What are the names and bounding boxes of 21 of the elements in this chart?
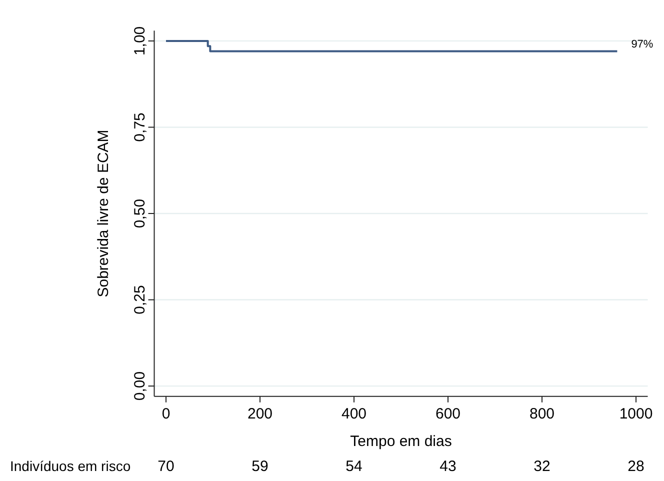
x-tick-label: 1000 [619,405,653,422]
text: 54 [346,458,362,475]
y-tick-label: 0,50 [131,198,148,228]
y-tick-label: 0,00 [131,371,148,401]
text: 43 [440,458,456,475]
x-tick-label: 600 [435,405,461,422]
y-axis-title: Sobrevida livre de ECAM [95,130,112,298]
text: Indivíduos em risco [10,458,131,474]
x-tick-label: 0 [162,405,170,422]
y-tick-label: 0,25 [131,285,148,314]
text: 70 [158,458,174,475]
text: 32 [534,458,550,475]
x-tick-label: 800 [529,405,555,422]
text: 28 [628,458,644,475]
text: 59 [252,458,268,475]
x-axis-title: Tempo em dias [350,433,452,450]
x-tick-label: 200 [247,405,273,422]
annotation: 97% [631,38,654,50]
y-tick-label: 1,00 [131,26,148,56]
y-tick-label: 0,75 [131,112,148,142]
x-tick-label: 400 [341,405,367,422]
